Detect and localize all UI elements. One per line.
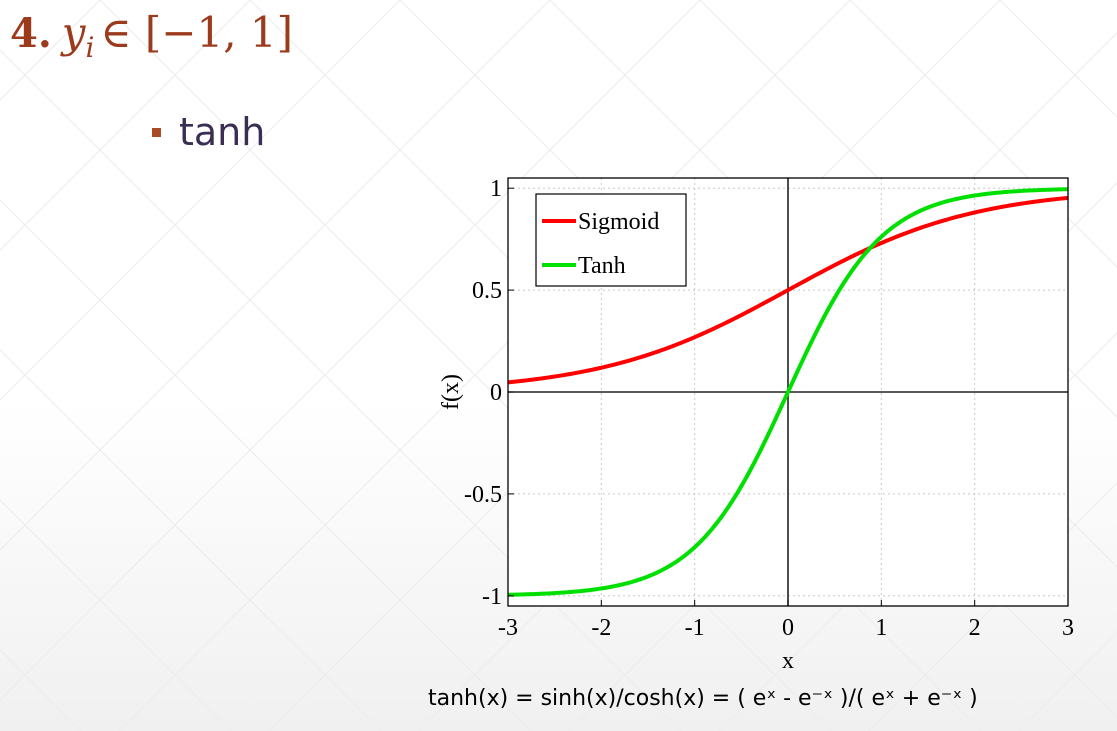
tanh-formula: tanh(x) = sinh(x)/cosh(x) = ( eˣ - e⁻ˣ )… bbox=[428, 686, 978, 711]
y-tick-label: 0.5 bbox=[472, 278, 502, 304]
x-tick-label: -2 bbox=[591, 615, 611, 641]
x-tick-label: 2 bbox=[969, 615, 981, 641]
legend: Sigmoid Tanh bbox=[535, 193, 687, 287]
x-tick-label: 1 bbox=[875, 615, 887, 641]
legend-label-sigmoid: Sigmoid bbox=[578, 209, 659, 235]
legend-label-tanh: Tanh bbox=[578, 253, 626, 279]
series-line-tanh bbox=[507, 187, 1069, 597]
heading-set: ∈ [−1, 1] bbox=[100, 8, 294, 57]
y-tick-label: -0.5 bbox=[464, 482, 502, 508]
series-line-sigmoid bbox=[507, 195, 1069, 385]
x-tick-label: -1 bbox=[685, 615, 705, 641]
y-tick-label: 0 bbox=[490, 380, 502, 406]
x-axis-label: x bbox=[782, 648, 794, 674]
x-tick-label: -3 bbox=[498, 615, 518, 641]
x-tick-label: 0 bbox=[782, 615, 794, 641]
y-tick-label: 1 bbox=[490, 176, 502, 202]
heading-number: 4. bbox=[10, 10, 52, 57]
heading-subscript: i bbox=[85, 31, 95, 64]
bullet-label: tanh bbox=[179, 110, 266, 154]
bullet-item: tanh bbox=[152, 110, 265, 154]
page-heading: 4. y i ∈ [−1, 1] bbox=[10, 8, 293, 68]
y-tick-label: -1 bbox=[482, 584, 502, 610]
activation-chart: -3 -2 -1 0 1 2 3 -1 -0.5 0 0.5 1 x f(x) Sigmoid Tanh bbox=[438, 176, 1074, 674]
heading-variable: y bbox=[61, 8, 86, 57]
legend-box bbox=[535, 193, 687, 287]
bullet-square-icon bbox=[152, 127, 161, 137]
x-tick-label: 3 bbox=[1062, 615, 1074, 641]
y-axis-label: f(x) bbox=[438, 374, 464, 410]
